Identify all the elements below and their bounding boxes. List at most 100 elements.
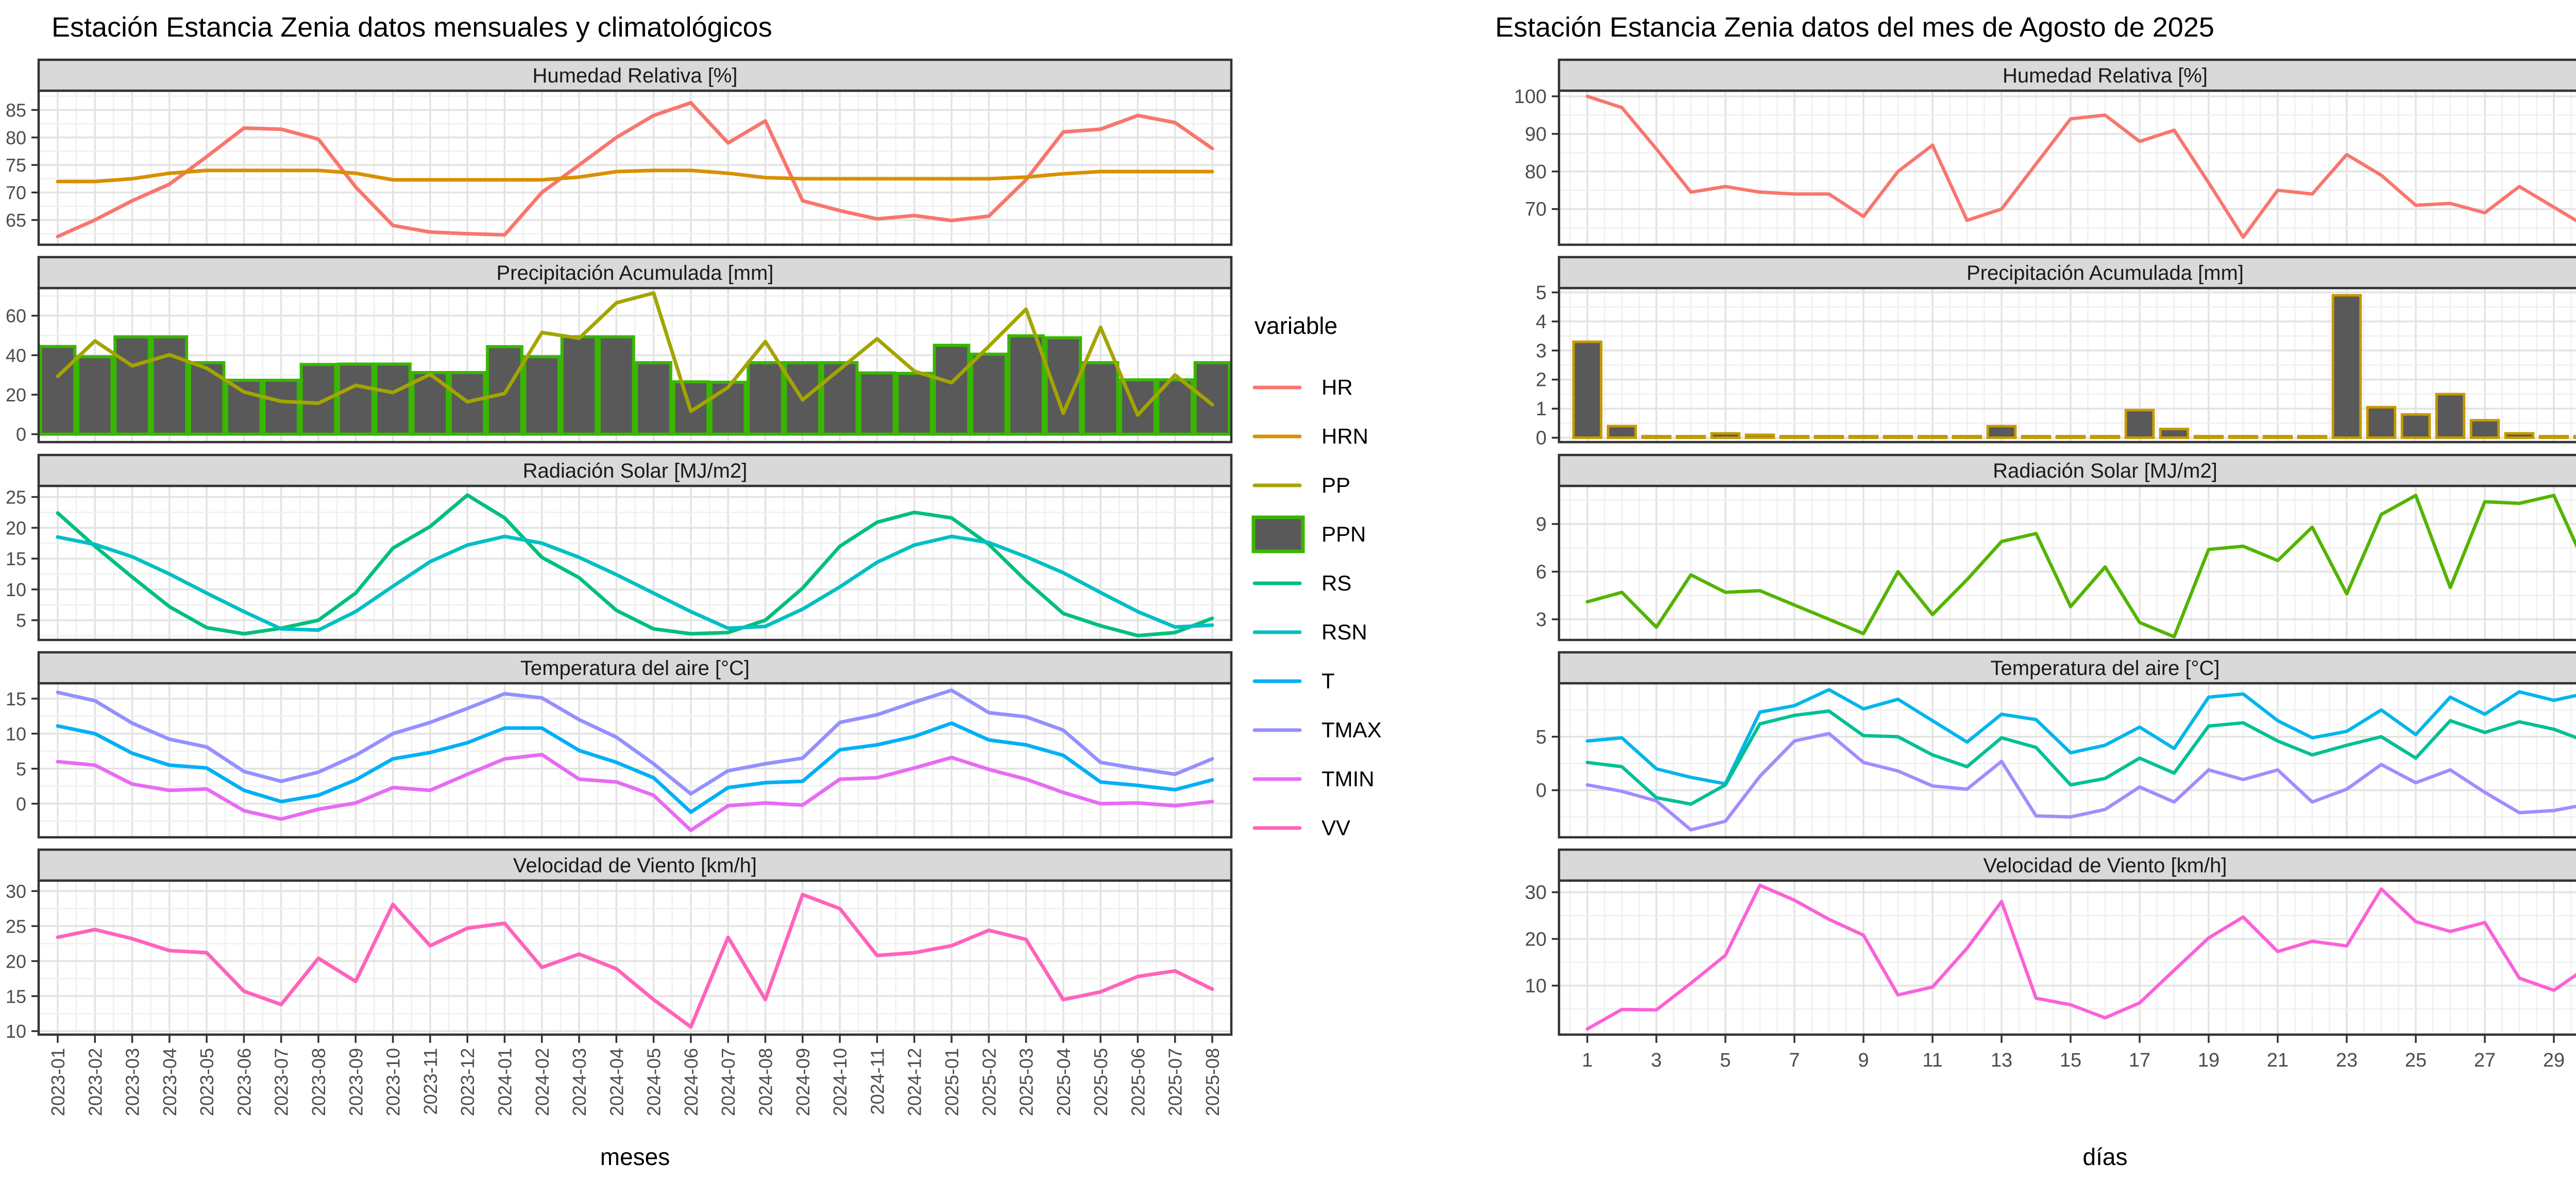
legend-label-VV: VV xyxy=(1321,816,1350,840)
x-tick-label: 2025-05 xyxy=(1090,1048,1111,1116)
y-tick-label: 10 xyxy=(1525,975,1547,997)
panel-strip xyxy=(1557,256,2576,290)
y-tick-label: 30 xyxy=(1525,882,1547,904)
x-tick-label: 2024-01 xyxy=(494,1048,515,1116)
panel-plot-area xyxy=(1559,683,2576,837)
panel-strip-title: Velocidad de Viento [km/h] xyxy=(513,854,757,877)
line-series-RSN xyxy=(56,534,1214,632)
panel-strip-title: Humedad Relativa [%] xyxy=(2003,64,2208,87)
bar-series-PPN xyxy=(39,334,1231,436)
y-tick-label: 5 xyxy=(1536,282,1547,303)
panel-strip xyxy=(37,453,1233,487)
x-tick-label: 2023-09 xyxy=(345,1048,366,1116)
legend-label-HR: HR xyxy=(1321,375,1353,399)
x-tick-label: 27 xyxy=(2474,1050,2496,1071)
panel-strip-title: Temperatura del aire [°C] xyxy=(1990,657,2219,680)
x-tick-label: 19 xyxy=(2198,1050,2219,1071)
x-tick-label: 2023-07 xyxy=(271,1048,292,1116)
x-tick-label: 2024-09 xyxy=(792,1048,814,1116)
legend-label-PPN: PPN xyxy=(1321,522,1366,546)
line-series-VV xyxy=(1585,883,2576,1031)
y-tick-label: 20 xyxy=(6,517,26,538)
line-series-TMIN xyxy=(1585,732,2576,832)
panel-gridlines xyxy=(1559,683,2576,837)
line-series-TMAX xyxy=(1585,688,2576,786)
legend-label-RS: RS xyxy=(1321,571,1351,595)
y-tick-label: 6 xyxy=(1536,561,1547,583)
y-tick-label: 75 xyxy=(6,155,26,176)
x-tick-label: 2023-01 xyxy=(47,1048,69,1116)
panel-gridlines xyxy=(39,881,1231,1035)
y-tick-label: 10 xyxy=(6,579,26,600)
y-tick-label: 70 xyxy=(1525,199,1547,221)
x-tick-label: 2023-06 xyxy=(233,1048,255,1116)
x-tick-label: 2024-07 xyxy=(718,1048,739,1116)
x-tick-label: 2025-04 xyxy=(1053,1048,1074,1116)
panel-strip xyxy=(37,651,1233,685)
y-tick-label: 2 xyxy=(1536,369,1547,391)
right-chart-title: Estación Estancia Zenia datos del mes de… xyxy=(1495,12,2214,43)
x-tick-label: 29 xyxy=(2543,1050,2565,1071)
bar-series-PP xyxy=(1572,294,2576,440)
y-tick-label: 5 xyxy=(1536,727,1547,748)
y-tick-label: 0 xyxy=(1536,780,1547,802)
x-tick-label: 2023-02 xyxy=(84,1048,106,1116)
x-tick-label: 2024-12 xyxy=(904,1048,925,1116)
x-tick-label: 2023-03 xyxy=(122,1048,143,1116)
legend-label-RSN: RSN xyxy=(1321,620,1367,644)
legend-label-PP: PP xyxy=(1321,473,1350,497)
y-tick-label: 30 xyxy=(6,881,26,902)
y-tick-label: 15 xyxy=(6,688,26,710)
x-tick-label: 2025-06 xyxy=(1127,1048,1148,1116)
x-tick-label: 2024-08 xyxy=(755,1048,776,1116)
y-tick-label: 25 xyxy=(6,916,26,937)
y-tick-label: 65 xyxy=(6,210,26,231)
panel-strip-title: Precipitación Acumulada [mm] xyxy=(496,262,773,284)
right-chart-canvas: Humedad Relativa [%]708090100Precipitaci… xyxy=(1514,58,2576,1071)
line-series-PP xyxy=(56,291,1214,417)
y-tick-label: 70 xyxy=(6,182,26,204)
x-tick-label: 2024-06 xyxy=(681,1048,702,1116)
y-tick-label: 20 xyxy=(6,384,26,406)
x-tick-label: 13 xyxy=(1991,1050,2012,1071)
line-series-VV xyxy=(56,892,1214,1029)
panel-strip-title: Radiación Solar [MJ/m2] xyxy=(1993,460,2217,482)
line-series-RS xyxy=(56,493,1214,638)
panel-strip xyxy=(37,58,1233,92)
legend: variable HR HRN PP PPN RS RSN T TMAX TMIN VV xyxy=(1251,312,1382,840)
panel-strip xyxy=(1557,651,2576,685)
x-tick-label: 1 xyxy=(1582,1050,1592,1071)
x-tick-label: 2024-05 xyxy=(643,1048,665,1116)
y-tick-label: 0 xyxy=(16,793,26,815)
left-chart-title: Estación Estancia Zenia datos mensuales … xyxy=(52,12,772,43)
y-tick-label: 60 xyxy=(6,306,26,327)
panel-strip-title: Precipitación Acumulada [mm] xyxy=(1967,262,2244,284)
y-tick-label: 85 xyxy=(6,99,26,121)
x-tick-label: 2024-02 xyxy=(532,1048,553,1116)
panel-gridlines xyxy=(1559,288,2576,442)
x-tick-label: 2023-05 xyxy=(196,1048,217,1116)
y-tick-label: 80 xyxy=(1525,161,1547,183)
panel-strip-title: Velocidad de Viento [km/h] xyxy=(1984,854,2227,877)
left-x-axis-title: meses xyxy=(600,1143,670,1170)
y-tick-label: 100 xyxy=(1514,86,1547,108)
line-series-HR xyxy=(1585,94,2576,239)
x-tick-label: 5 xyxy=(1720,1050,1731,1071)
y-tick-label: 15 xyxy=(6,548,26,569)
x-axis: 135791113151719212325272931 xyxy=(1582,1036,2565,1071)
panel-gridlines xyxy=(39,486,1231,640)
x-axis: 2023-01 2023-02 2023-03 2023-04 2023-05 2023-… xyxy=(47,1036,1223,1116)
panel-plot-area xyxy=(1559,881,2576,1035)
panel-strip-title: Radiación Solar [MJ/m2] xyxy=(523,460,748,482)
y-tick-label: 0 xyxy=(1536,428,1547,449)
x-tick-label: 17 xyxy=(2129,1050,2150,1071)
y-tick-label: 3 xyxy=(1536,340,1547,362)
panel-strip xyxy=(1557,848,2576,882)
x-tick-label: 2025-07 xyxy=(1165,1048,1186,1116)
y-tick-label: 25 xyxy=(6,487,26,508)
x-tick-label: 15 xyxy=(2060,1050,2081,1071)
y-tick-label: 10 xyxy=(6,723,26,745)
panel-strip-title: Humedad Relativa [%] xyxy=(533,64,738,87)
line-series-TMIN xyxy=(56,753,1214,832)
